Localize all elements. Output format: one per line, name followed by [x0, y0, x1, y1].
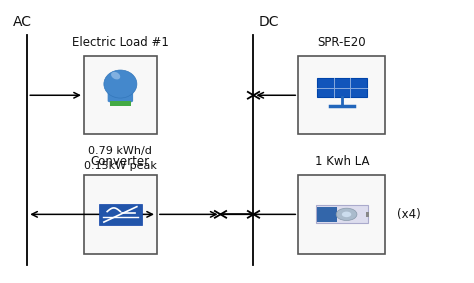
Text: AC: AC [13, 15, 32, 29]
Ellipse shape [111, 72, 120, 80]
FancyBboxPatch shape [84, 56, 157, 134]
FancyBboxPatch shape [99, 204, 142, 225]
Text: SPR-E20: SPR-E20 [318, 36, 366, 49]
FancyBboxPatch shape [317, 78, 366, 97]
FancyBboxPatch shape [316, 205, 368, 224]
Text: Electric Load #1: Electric Load #1 [72, 36, 169, 49]
Text: 1 Kwh LA: 1 Kwh LA [315, 155, 369, 168]
FancyBboxPatch shape [366, 212, 369, 217]
FancyBboxPatch shape [110, 101, 131, 106]
Text: Converter: Converter [91, 155, 150, 168]
FancyBboxPatch shape [298, 56, 385, 134]
FancyBboxPatch shape [108, 81, 133, 102]
Text: (x4): (x4) [397, 208, 421, 221]
FancyBboxPatch shape [318, 207, 337, 222]
Ellipse shape [104, 70, 137, 98]
Circle shape [342, 212, 351, 217]
FancyBboxPatch shape [298, 175, 385, 254]
Text: DC: DC [258, 15, 279, 29]
Text: 0.79 kWh/d
0.15kW peak: 0.79 kWh/d 0.15kW peak [84, 146, 157, 170]
FancyBboxPatch shape [84, 175, 157, 254]
Circle shape [336, 208, 357, 220]
